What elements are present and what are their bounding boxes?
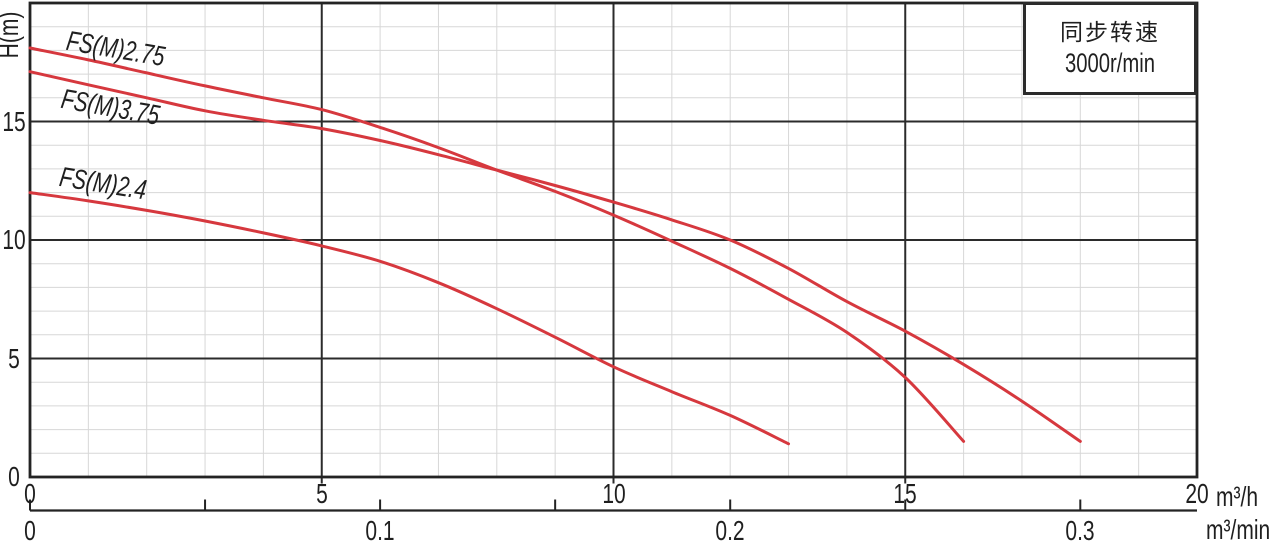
y-tick-15: 15: [1, 105, 26, 137]
y-tick-5: 5: [7, 342, 20, 374]
x-tick-m3h-5: 5: [315, 477, 328, 509]
pump-curve-FS(M)3.75: [28, 70, 1082, 443]
x-tick-m3h-20: 20: [1185, 477, 1209, 509]
x-axis-unit-m3h: m³/h: [1216, 481, 1258, 512]
x-tick-m3h-0: 0: [24, 477, 36, 509]
y-tick-10: 10: [1, 224, 26, 255]
plot-border: [28, 1, 1199, 479]
x-tick-m3min-0: 0: [24, 514, 36, 541]
x-tick-m3h-10: 10: [601, 477, 626, 509]
sync-speed-box: 同步转速 3000r/min: [1023, 2, 1197, 95]
x-tick-m3min-0.1: 0.1: [365, 514, 395, 541]
y-tick-0: 0: [7, 461, 20, 492]
y-axis-title: H(m): [0, 11, 24, 59]
sync-speed-label: 同步转速: [1060, 18, 1160, 45]
x-axis-unit-m3min: m³/min: [1206, 514, 1271, 541]
x-tick-m3min-0.3: 0.3: [1065, 514, 1095, 541]
x-tick-m3h-15: 15: [893, 477, 917, 509]
x-tick-m3min-0.2: 0.2: [715, 514, 745, 541]
pump-curve-FS(M)2.4: [28, 191, 790, 446]
sync-speed-value: 3000r/min: [1064, 47, 1156, 78]
